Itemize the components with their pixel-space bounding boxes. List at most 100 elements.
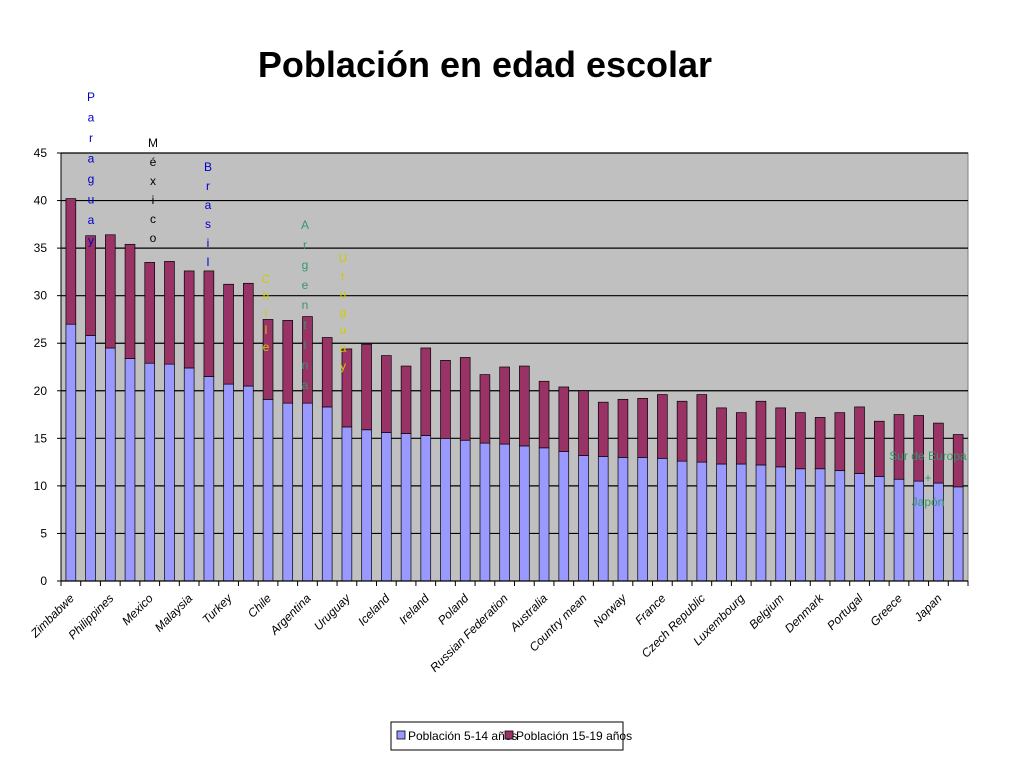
annotation-letter: u: [340, 287, 347, 301]
x-tick-label: Greece: [867, 591, 905, 629]
y-tick-label: 45: [34, 146, 48, 160]
y-tick-label: 0: [40, 574, 47, 588]
annotations: ParaguayMéxicoBrasilChileArgentinaUrugua…: [87, 90, 967, 509]
bar-series1: [183, 367, 195, 582]
bar-series2: [873, 420, 885, 477]
annotation-letter: g: [88, 172, 95, 186]
annotation-letter: e: [263, 340, 270, 354]
y-tick-label: 20: [34, 384, 48, 398]
bar-series1: [637, 457, 648, 582]
bar-series1: [440, 437, 451, 582]
annotation-letter: a: [205, 198, 212, 212]
y-tick-label: 25: [34, 336, 48, 350]
bar-series2: [302, 316, 313, 404]
annotation-letter: i: [152, 193, 155, 207]
y-tick-label: 10: [34, 479, 48, 493]
bar-series1: [243, 385, 254, 582]
bar-series1: [459, 439, 471, 582]
bar-series2: [183, 270, 195, 369]
bar-series1: [282, 402, 294, 582]
annotation-letter: a: [88, 152, 95, 166]
bar-series2: [735, 412, 747, 465]
annotation-letter: a: [302, 378, 309, 392]
legend-swatch-series2: [504, 730, 514, 740]
annotation-letter: l: [265, 323, 268, 337]
annotation-vertical: Uruguay: [339, 251, 348, 373]
bar-series2: [499, 366, 510, 445]
bar-series2: [578, 390, 589, 456]
bar-series1: [479, 442, 491, 582]
annotation-letter: y: [88, 234, 94, 248]
annotation-letter: y: [340, 359, 346, 373]
bar-series1: [164, 363, 175, 582]
chart-title: Población en edad escolar: [258, 44, 712, 85]
annotation-letter: r: [341, 269, 345, 283]
annotation-letter: h: [263, 289, 270, 303]
bar-series2: [913, 415, 924, 482]
annotation-letter: r: [89, 131, 93, 145]
annotation-letter: M: [148, 136, 158, 150]
bar-series2: [538, 380, 550, 449]
bar-series1: [775, 466, 786, 582]
annotation-letter: n: [302, 358, 309, 372]
bar-series2: [597, 401, 609, 457]
bar-series1: [873, 476, 885, 582]
bar-series2: [282, 320, 294, 404]
x-tick-label: Norway: [590, 591, 629, 630]
annotation-letter: x: [150, 174, 156, 188]
y-tick-label: 5: [40, 526, 47, 540]
bar-series1: [657, 457, 668, 582]
annotation-vertical: Chile: [262, 272, 271, 354]
annotation-letter: a: [88, 111, 95, 125]
bar-series2: [321, 337, 333, 408]
bar-series1: [952, 486, 964, 582]
bar-series1: [499, 443, 510, 582]
y-tick-label: 40: [34, 194, 48, 208]
annotation-letter: B: [204, 160, 212, 174]
x-tick-label: Argentina: [267, 591, 314, 638]
y-tick-label: 15: [34, 431, 48, 445]
annotation-letter: a: [88, 213, 95, 227]
annotation-letter: t: [303, 318, 307, 332]
annotation-letter: g: [302, 258, 309, 272]
annotation-letter: i: [265, 306, 268, 320]
annotation-letter: s: [205, 217, 211, 231]
bar-series1: [144, 362, 156, 582]
x-tick-label: Turkey: [200, 591, 236, 627]
bar-series2: [933, 422, 944, 484]
bar-series1: [124, 358, 136, 582]
plot-area: [60, 152, 969, 582]
bar-series1: [400, 433, 412, 582]
bar-series2: [676, 400, 688, 462]
bar-series1: [558, 451, 570, 582]
annotation-letter: P: [87, 90, 95, 104]
bar-series2: [243, 282, 254, 387]
annotation-label: Japón: [912, 495, 945, 509]
bar-series1: [854, 473, 865, 582]
bar-series2: [755, 400, 767, 466]
annotation-letter: g: [340, 305, 347, 319]
legend: Población 5-14 años Población 15-19 años: [390, 721, 632, 751]
bar-series1: [519, 445, 530, 582]
bar-series1: [85, 335, 96, 582]
bar-series2: [775, 407, 786, 468]
bar-series1: [262, 398, 274, 582]
bar-series1: [696, 461, 708, 582]
bar-series1: [203, 376, 215, 582]
annotation-letter: n: [302, 298, 309, 312]
bar-series1: [735, 463, 747, 582]
bar-series2: [262, 319, 274, 400]
x-tick-label: Iceland: [355, 591, 392, 628]
bar-series2: [479, 374, 491, 444]
bar-series2: [105, 234, 116, 349]
x-tick-label: Malaysia: [152, 591, 196, 635]
x-tick-label: Poland: [435, 591, 472, 628]
x-tick-label: Japan: [911, 591, 945, 625]
annotation-letter: U: [339, 251, 348, 265]
bar-series2: [400, 365, 412, 434]
bar-series2: [164, 261, 175, 365]
y-tick-label: 30: [34, 289, 48, 303]
bar-series2: [420, 347, 432, 436]
bars: [65, 198, 964, 582]
